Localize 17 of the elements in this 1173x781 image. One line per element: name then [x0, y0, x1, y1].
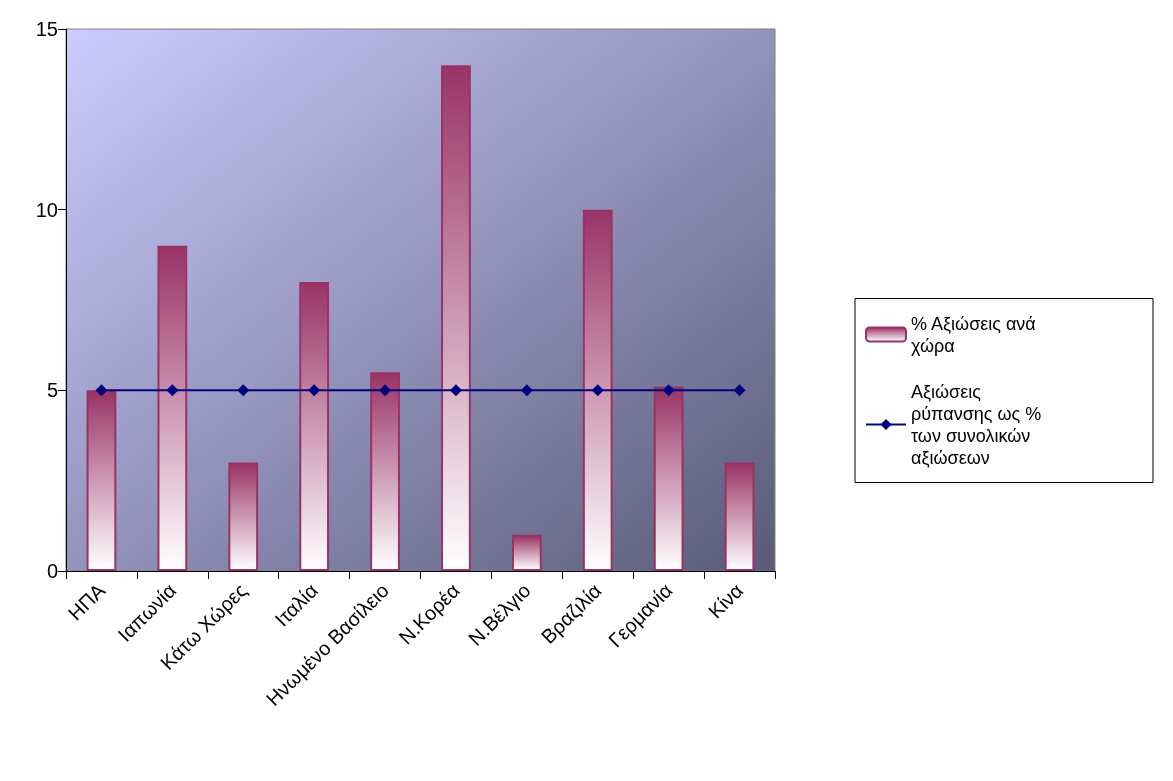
y-tick-label: 5: [46, 379, 58, 402]
bar: [370, 372, 400, 571]
y-tick-label: 10: [35, 198, 58, 221]
y-tick-label: 0: [46, 560, 58, 582]
bar: [582, 209, 613, 571]
legend-label: Αξιώσεις ρύπανσης ως % των συνολικών αξιώσεων: [911, 381, 1047, 468]
bar: [299, 281, 330, 571]
bar: [724, 462, 755, 571]
y-tick-label: 15: [35, 18, 58, 40]
x-tick-label: Κίνα: [703, 579, 748, 623]
bar: [228, 462, 259, 571]
bar: [511, 534, 542, 571]
bar: [653, 386, 684, 571]
bar: [441, 65, 471, 571]
legend-label: % Αξιώσεις ανά χώρα: [911, 313, 1041, 356]
bar: [86, 390, 117, 571]
bar: [157, 245, 188, 571]
